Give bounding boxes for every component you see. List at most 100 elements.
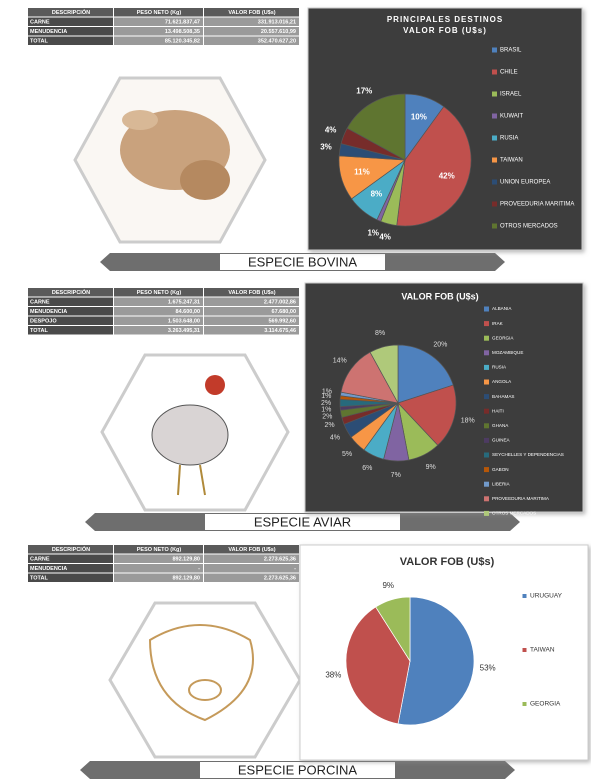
table-cell-text: 3.263.495,31 [168, 328, 200, 334]
legend-marker [484, 321, 489, 326]
table-header: PESO NETO (Kg) [137, 547, 182, 553]
legend-label: OTROS MERCADOS [500, 224, 558, 230]
chart-title: VALOR FOB (U$s) [401, 291, 478, 301]
pie-chart: VALOR FOB (U$s)20%18%9%7%6%5%4%2%2%1%2%1… [305, 283, 583, 516]
data-label: 11% [354, 168, 370, 177]
legend-marker [484, 350, 489, 355]
animal-image [110, 603, 300, 757]
legend-label: GEORGIA [530, 701, 561, 708]
table-cell-text: 67.680,00 [272, 309, 296, 315]
table-cell-text: 1.503.648,00 [168, 319, 200, 325]
chart-title: VALOR FOB (U$s) [403, 26, 487, 35]
legend-marker [484, 511, 489, 516]
table-cell-text: 892.129,80 [172, 557, 200, 563]
pie-chart: VALOR FOB (U$s)53%38%9%URUGUAYTAIWANGEOR… [300, 545, 588, 760]
legend-label: BAHAMAS [492, 394, 514, 399]
legend-marker [492, 48, 497, 53]
legend-label: ISRAEL [500, 92, 522, 98]
legend-label: GUINEA [492, 438, 511, 443]
table-header: VALOR FOB (U$s) [228, 547, 275, 553]
table-cell-text: 1.675.247,31 [168, 300, 200, 306]
table-header: DESCRIPCIÓN [52, 288, 90, 296]
legend-label: SEYCHELLES Y DEPENDENCIAS [492, 452, 564, 457]
data-label: 53% [480, 663, 496, 672]
legend-marker [492, 158, 497, 163]
banner-text: ESPECIE PORCINA [238, 762, 358, 777]
legend-label: PROVEEDURIA MARITIMA [492, 496, 550, 501]
legend-marker [484, 482, 489, 487]
legend-label: OTROS MERCADOS [492, 511, 536, 516]
data-label: 2% [324, 422, 334, 429]
legend-marker [492, 202, 497, 207]
table-cell-text: CARNE [30, 300, 50, 306]
legend-marker [522, 702, 527, 707]
legend-marker [484, 336, 489, 341]
legend-marker [492, 70, 497, 75]
data-label: 4% [379, 233, 391, 242]
data-label: 4% [325, 126, 337, 135]
table-cell-text: 85.120.345,82 [165, 39, 200, 45]
legend-marker [484, 438, 489, 443]
legend-marker [484, 365, 489, 370]
legend-label: TAIWAN [500, 158, 523, 164]
table-cell-text: - [294, 566, 296, 572]
table-cell-text: - [198, 566, 200, 572]
animal-image [102, 355, 288, 510]
data-label: 18% [461, 418, 475, 425]
legend-marker [492, 224, 497, 229]
banner-text: ESPECIE AVIAR [254, 514, 351, 529]
data-label: 8% [371, 190, 383, 199]
legend-label: GABON [492, 467, 509, 472]
table-cell-text: MENUDENCIA [30, 566, 67, 572]
table-cell-text: 892.129,80 [172, 576, 200, 582]
legend-marker [484, 380, 489, 385]
table-cell-text: 569.992,60 [268, 319, 296, 325]
table-cell-text: TOTAL [30, 576, 48, 582]
data-label: 2% [322, 413, 332, 420]
table-cell-text: DESPOJO [30, 319, 57, 325]
legend-label: RUSIA [492, 365, 507, 370]
table-cell-text: CARNE [30, 20, 50, 26]
data-label: 7% [391, 472, 401, 479]
data-label: 4% [330, 435, 340, 442]
data-label: 9% [382, 581, 394, 590]
data-label: 6% [362, 465, 372, 472]
legend-label: ALBANIA [492, 306, 512, 311]
table-cell [204, 564, 299, 573]
data-label: 1% [367, 229, 379, 238]
legend-label: MOZAMBIQUE [492, 350, 523, 355]
table-header: PESO NETO (Kg) [137, 10, 182, 16]
animal-image [75, 78, 265, 242]
table-header: PESO NETO (Kg) [137, 290, 182, 296]
table-cell-text: MENUDENCIA [30, 309, 67, 315]
chart-title: VALOR FOB (U$s) [400, 556, 495, 568]
table-cell-text: 2.273.625,36 [264, 557, 296, 563]
legend-marker [484, 496, 489, 501]
legend-label: HAITI [492, 408, 504, 413]
legend-marker [484, 467, 489, 472]
table-cell-text: MENUDENCIA [30, 29, 67, 35]
data-label: 5% [342, 451, 352, 458]
table-cell-text: 3.114.675,46 [264, 328, 296, 334]
table-cell-text: 352.470.627,20 [258, 39, 296, 45]
table-cell [114, 564, 203, 573]
table-cell-text: 331.913.016,21 [258, 20, 296, 26]
data-label: 38% [325, 671, 341, 680]
legend-label: GHANA [492, 423, 509, 428]
data-label: 10% [411, 112, 427, 121]
table-header: DESCRIPCIÓN [52, 545, 90, 553]
data-label: 9% [426, 464, 436, 471]
data-label: 3% [320, 143, 332, 152]
table-cell-text: 13.498.508,35 [165, 29, 200, 35]
legend-marker [522, 594, 527, 599]
legend-label: BRASIL [500, 48, 522, 54]
legend-marker [492, 136, 497, 141]
legend-label: IRAK [492, 321, 504, 326]
data-label: 20% [433, 342, 447, 349]
data-label: 14% [333, 358, 347, 365]
legend-marker [484, 453, 489, 458]
table-header: VALOR FOB (U$s) [228, 10, 275, 16]
legend-label: KUWAIT [500, 114, 523, 120]
data-label: 2% [321, 400, 331, 407]
